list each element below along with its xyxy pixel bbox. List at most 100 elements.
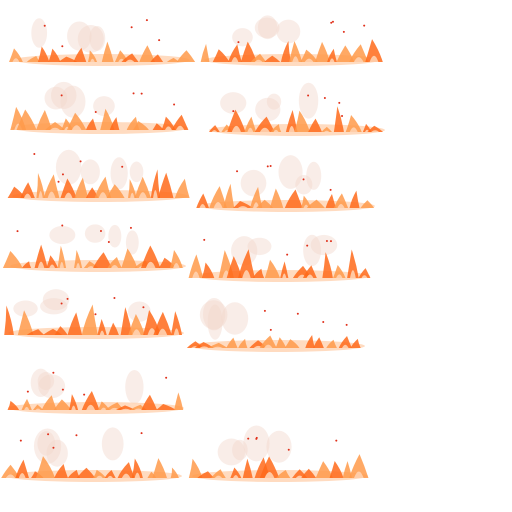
flame-frame-7	[2, 218, 191, 278]
flame-core	[369, 55, 379, 62]
flame-core	[111, 264, 119, 268]
flame-core	[233, 475, 239, 478]
flame-core	[254, 59, 263, 62]
flame-core	[264, 344, 273, 348]
spark	[19, 439, 22, 442]
flame-core	[295, 475, 304, 478]
flame-core	[50, 127, 60, 130]
flame-tongue	[87, 50, 98, 62]
smoke-puff	[60, 85, 86, 118]
spark	[338, 101, 341, 104]
spark	[113, 296, 116, 299]
flame-core	[5, 474, 16, 478]
smoke-puff	[129, 161, 144, 183]
flame-tongue	[188, 458, 203, 478]
flame-tongue	[349, 190, 360, 208]
flame-frame-11	[4, 360, 189, 420]
smoke-puff	[310, 234, 338, 256]
smoke-puff	[125, 230, 139, 255]
flame-core	[99, 330, 105, 335]
flame-tongue	[302, 265, 317, 278]
flame-tongue	[53, 399, 72, 410]
flame-core	[138, 192, 147, 198]
flame-tongue	[81, 304, 98, 335]
smoke-puff	[50, 81, 77, 110]
flame-tongue	[264, 259, 280, 278]
flame-core	[324, 130, 330, 132]
spark	[269, 164, 272, 167]
flame-core	[211, 130, 218, 132]
spark	[140, 432, 143, 435]
flame-core	[329, 58, 335, 62]
smoke-puff	[37, 372, 55, 391]
flame-tongue	[97, 401, 110, 410]
spark	[335, 439, 338, 442]
smoke-puff	[207, 304, 223, 340]
flame-tongue	[22, 261, 32, 268]
flame-art	[196, 155, 375, 212]
flame-core	[337, 203, 345, 208]
spark	[66, 297, 69, 300]
flame-tongue	[365, 39, 383, 62]
smoke-puff	[125, 369, 144, 405]
flame-tongue	[308, 118, 322, 132]
smoke-puff	[67, 21, 92, 51]
spark	[341, 115, 344, 118]
flame-tongue	[94, 176, 112, 198]
flame-tongue	[327, 48, 337, 62]
flame-core	[173, 328, 180, 335]
flame-tongue	[4, 305, 14, 335]
spark	[61, 173, 64, 176]
smoke-puff	[13, 300, 38, 317]
spark	[121, 165, 124, 168]
flame-core	[120, 408, 131, 410]
flame-tongue	[338, 336, 352, 348]
flame-core	[192, 271, 200, 278]
flame-core	[175, 125, 185, 130]
flame-tongue	[350, 338, 361, 348]
flame-tongue	[169, 249, 183, 268]
flame-tongue	[69, 394, 79, 410]
flame-tongue	[276, 469, 291, 478]
spark	[75, 434, 78, 437]
flame-core	[342, 344, 349, 348]
flame-tongue	[104, 470, 116, 478]
spark	[52, 371, 55, 374]
flame-frame-3	[8, 80, 193, 140]
flame-frame-10	[185, 298, 370, 358]
flame-core	[130, 192, 135, 198]
flame-core	[125, 59, 135, 62]
flame-art	[1, 427, 182, 482]
flame-tongue	[194, 341, 214, 348]
spark	[107, 240, 110, 243]
smoke-puff	[40, 298, 68, 315]
spark	[130, 26, 133, 29]
flame-tongue	[45, 121, 65, 130]
flame-core	[18, 472, 26, 478]
flame-tongue	[207, 342, 228, 348]
flame-tongue	[360, 200, 375, 208]
smoke-puff	[84, 224, 106, 243]
flame-art	[9, 18, 196, 66]
flame-art	[10, 81, 189, 134]
flame-core	[247, 127, 254, 132]
flame-tongue	[209, 186, 227, 208]
spark	[255, 437, 258, 440]
flame-tongue	[315, 461, 333, 478]
flame-core	[288, 125, 295, 132]
smoke-puff	[46, 439, 68, 467]
spark	[322, 321, 325, 324]
spark	[269, 328, 272, 331]
flame-core	[304, 58, 314, 62]
spark	[329, 240, 332, 243]
smoke-puff	[298, 82, 319, 119]
flame-tongue	[74, 249, 83, 268]
flame-tongue	[1, 464, 20, 478]
spark	[60, 302, 63, 305]
flame-tongue	[54, 326, 68, 335]
flame-tongue	[15, 459, 29, 478]
spark	[43, 24, 46, 27]
flame-core	[37, 261, 45, 268]
flame-tongue	[46, 255, 58, 268]
flame-tongue	[81, 390, 100, 410]
